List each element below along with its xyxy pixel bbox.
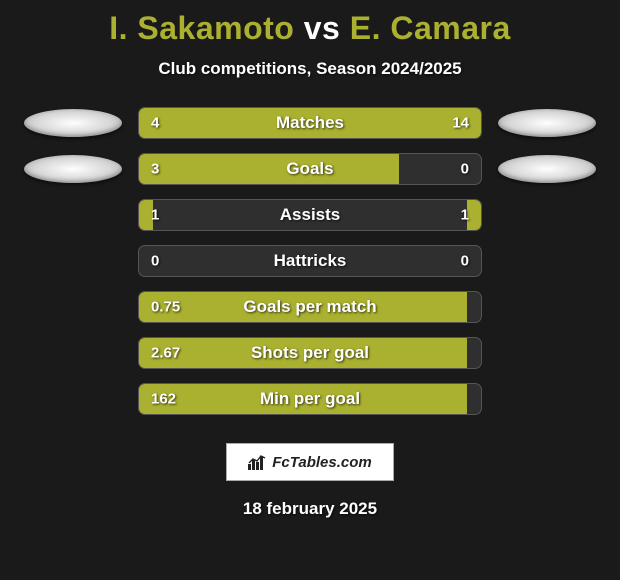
vs-text: vs (304, 10, 341, 46)
stat-label: Shots per goal (251, 343, 369, 363)
stat-bar: Assists 1 1 (138, 199, 482, 231)
stat-bar: Min per goal 162 (138, 383, 482, 415)
player1-value: 2.67 (151, 345, 180, 362)
stat-bar: Shots per goal 2.67 (138, 337, 482, 369)
title: I. Sakamoto vs E. Camara (109, 10, 511, 47)
stat-bar: Goals 3 0 (138, 153, 482, 185)
player1-value: 1 (151, 207, 159, 224)
stat-label: Matches (276, 113, 344, 133)
stat-row: Shots per goal 2.67 (0, 337, 620, 369)
chart-icon (248, 454, 268, 470)
player2-bar-fill (214, 108, 481, 138)
player2-value: 1 (461, 207, 469, 224)
stats-rows: Matches414Goals30Assists11Hattricks00Goa… (0, 107, 620, 415)
stat-label: Hattricks (274, 251, 347, 271)
player2-name: E. Camara (350, 10, 511, 46)
stat-bar: Matches 4 14 (138, 107, 482, 139)
player1-value: 4 (151, 115, 159, 132)
stat-row: Assists 1 1 (0, 199, 620, 231)
player1-badge (24, 155, 122, 183)
player1-value: 0 (151, 253, 159, 270)
stat-label: Assists (280, 205, 340, 225)
player1-badge-slot (8, 155, 138, 183)
stat-label: Goals (286, 159, 333, 179)
player1-value: 162 (151, 391, 176, 408)
comparison-card: I. Sakamoto vs E. Camara Club competitio… (0, 0, 620, 580)
player1-bar-fill (139, 154, 399, 184)
player2-bar-fill (467, 200, 481, 230)
date-text: 18 february 2025 (243, 499, 377, 519)
watermark: FcTables.com (226, 443, 394, 481)
stat-row: Min per goal 162 (0, 383, 620, 415)
player1-badge (24, 109, 122, 137)
player2-badge (498, 109, 596, 137)
stat-row: Goals per match 0.75 (0, 291, 620, 323)
player2-badge-slot (482, 109, 612, 137)
stat-label: Goals per match (243, 297, 376, 317)
stat-bar: Goals per match 0.75 (138, 291, 482, 323)
player2-value: 0 (461, 253, 469, 270)
stat-bar: Hattricks 0 0 (138, 245, 482, 277)
stat-row: Goals 3 0 (0, 153, 620, 185)
player2-badge (498, 155, 596, 183)
player1-value: 3 (151, 161, 159, 178)
player2-value: 0 (461, 161, 469, 178)
player2-value: 14 (452, 115, 469, 132)
watermark-text: FcTables.com (272, 454, 371, 471)
stat-label: Min per goal (260, 389, 360, 409)
player1-value: 0.75 (151, 299, 180, 316)
player1-badge-slot (8, 109, 138, 137)
stat-row: Matches 4 14 (0, 107, 620, 139)
stat-row: Hattricks 0 0 (0, 245, 620, 277)
player2-badge-slot (482, 155, 612, 183)
player1-name: I. Sakamoto (109, 10, 294, 46)
subtitle: Club competitions, Season 2024/2025 (158, 59, 461, 79)
